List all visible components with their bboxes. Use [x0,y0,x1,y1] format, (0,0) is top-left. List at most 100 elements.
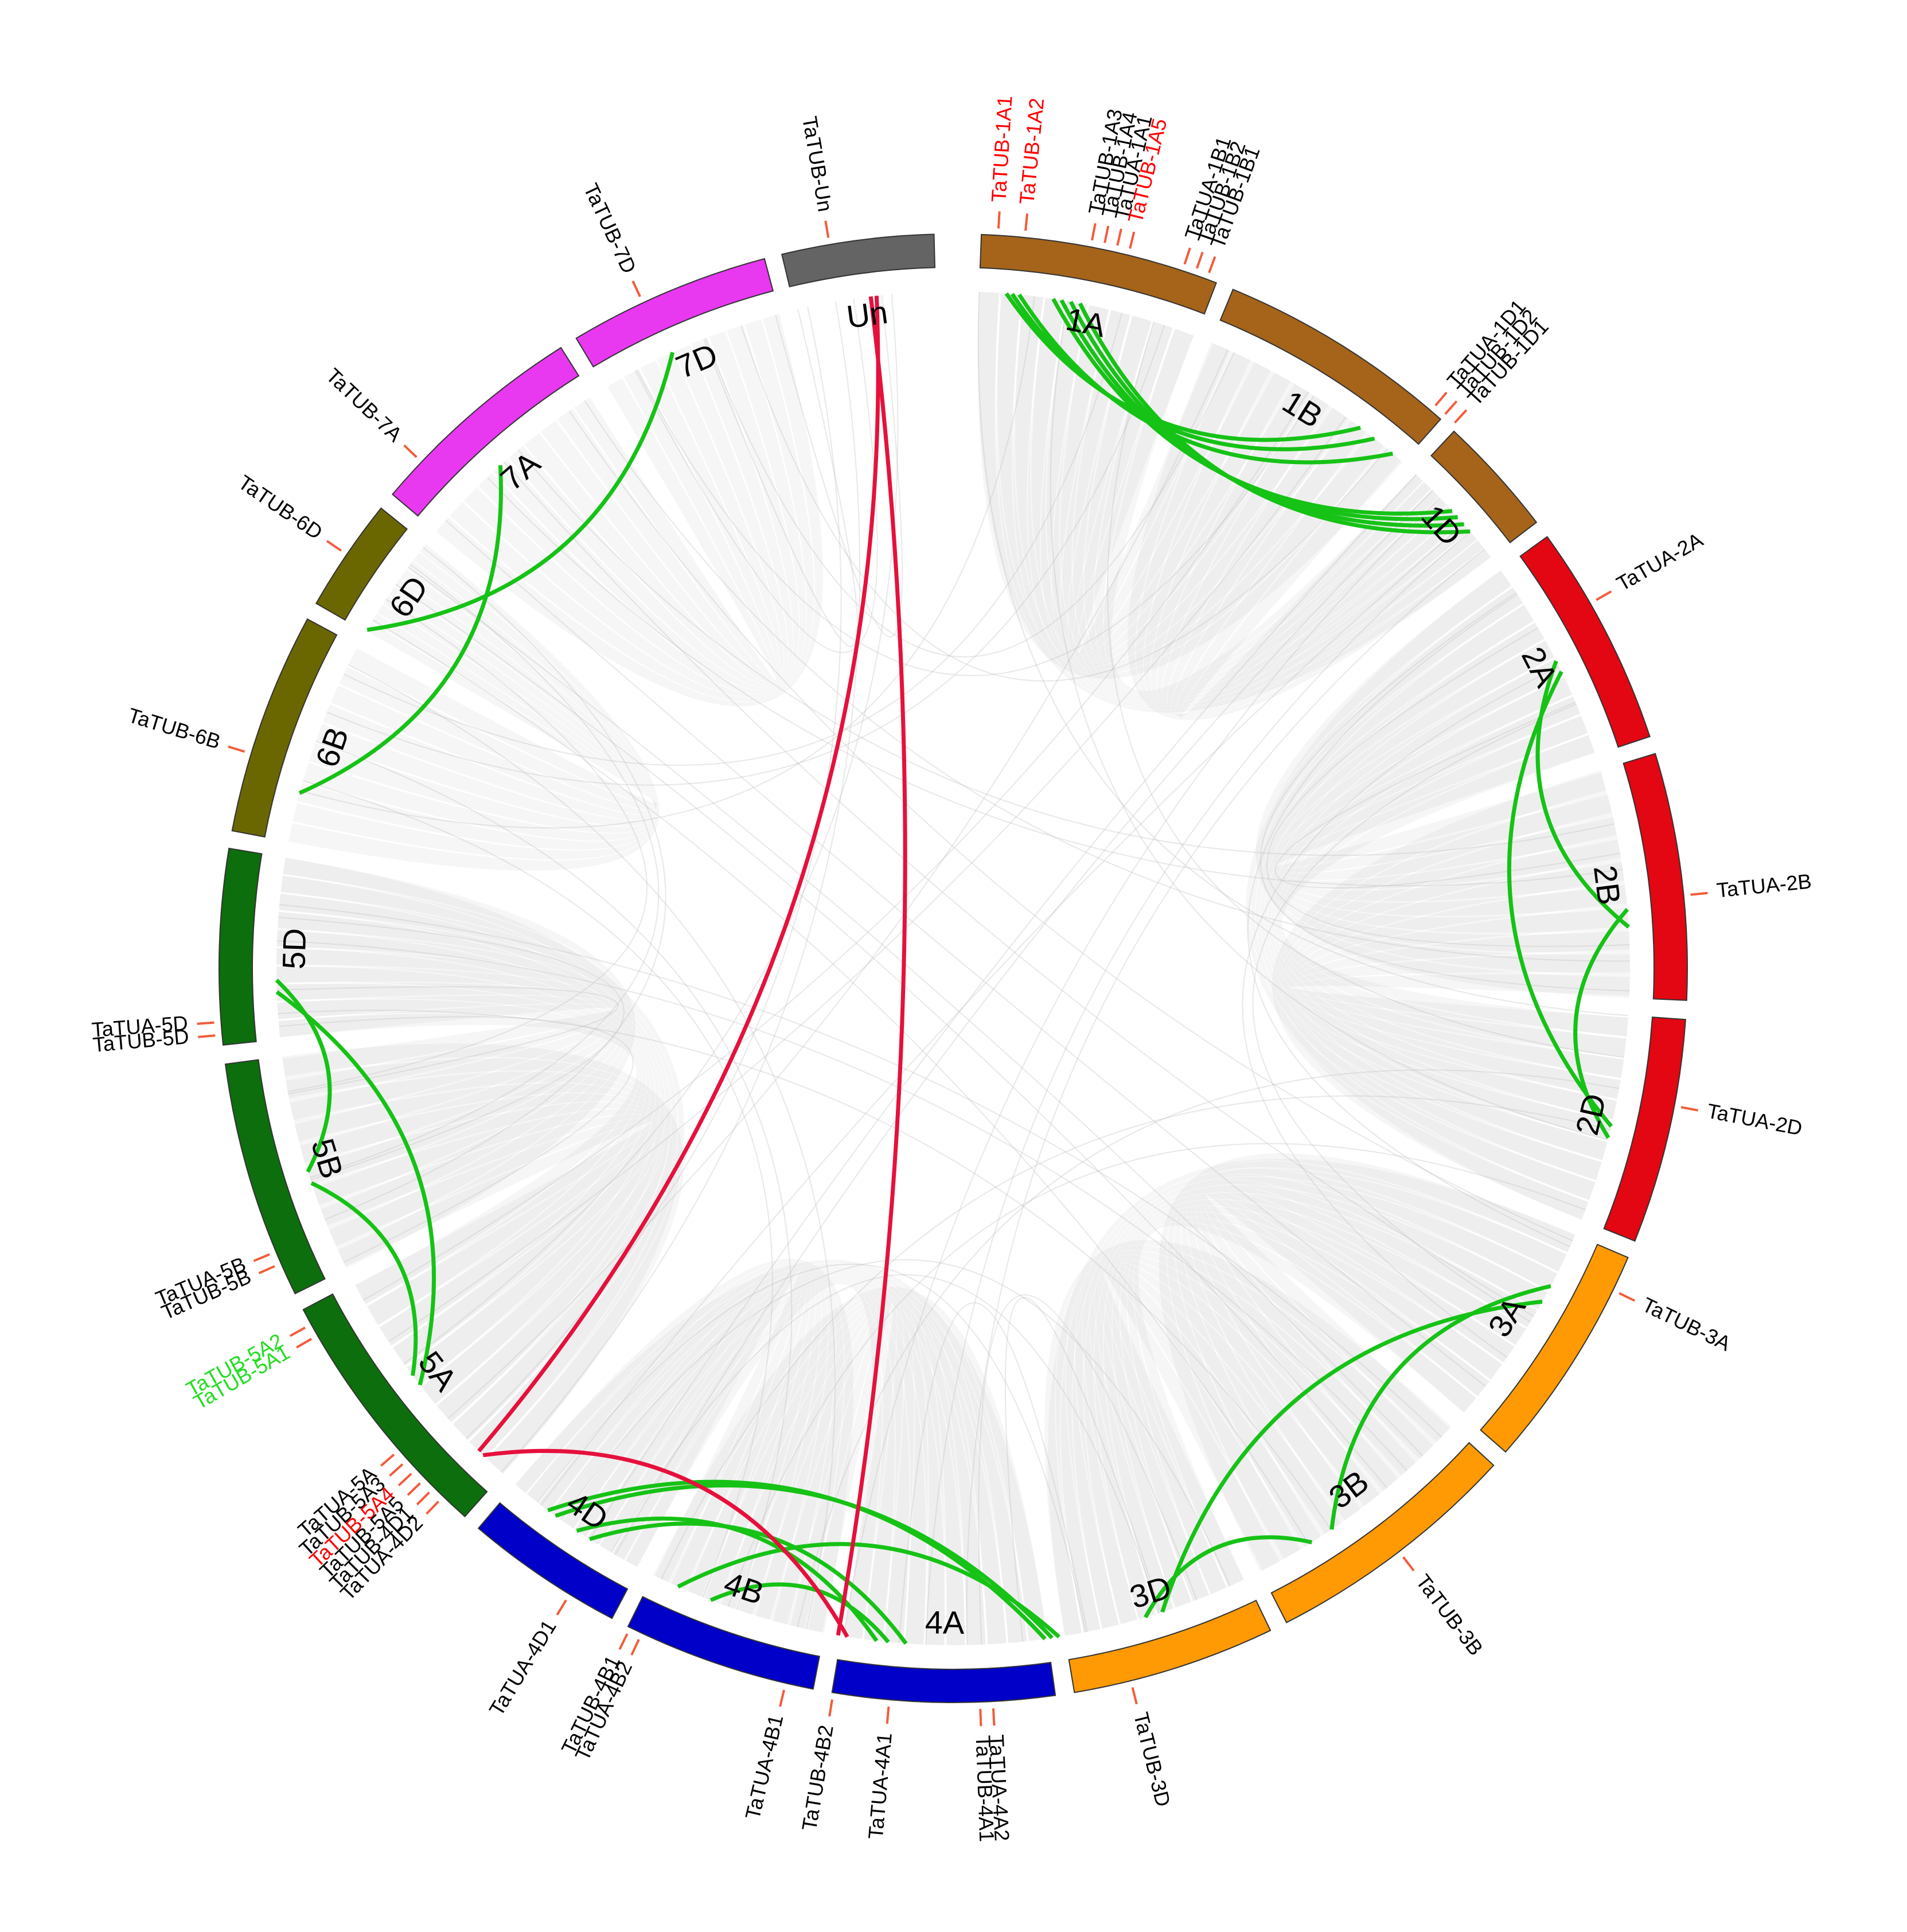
synteny-thread [1050,301,1608,1140]
gene-tick-TaTUB-1A4 [1103,225,1110,243]
synteny-ribbon-3A-3D-3 [1083,1185,1547,1625]
synteny-thread [898,1302,1088,1643]
synteny-ribbon-2A-2D-0 [1246,570,1589,1220]
collinear-link-24 [836,296,907,1636]
synteny-thread [343,312,1122,766]
collinear-link-26 [482,1448,849,1638]
synteny-ribbon-4A-4D-0 [515,1260,1048,1641]
synteny-thread [388,416,1347,1342]
chromosome-3B [1270,1442,1495,1623]
synteny-ribbon-5A-5B-0 [282,1043,684,1474]
gene-tick-TaTUA-2B [1690,891,1708,896]
gene-tick-TaTUB-6B [228,745,245,753]
synteny-thread [614,490,1433,1555]
chromosome-2B [1623,753,1688,1001]
synteny-thread [568,410,1573,1242]
gene-label-TaTUB-4A1: TaTUB-4A1 [971,1735,999,1842]
synteny-thread [610,1274,1160,1614]
synteny-ribbon-4B-4D-9 [625,1269,801,1583]
gene-label-TaTUB-1A1: TaTUB-1A1 [986,95,1016,202]
gene-tick-TaTUA-2A [1596,590,1612,601]
chromosome-3A [1480,1244,1629,1453]
collinear-link-12 [1144,1535,1313,1619]
gene-label-TaTUB-1A2: TaTUB-1A2 [1015,97,1048,205]
synteny-ribbon-4A-4B-7 [771,1300,914,1643]
synteny-ribbon-4B-4D-1 [527,1261,844,1629]
collinear-link-25 [477,295,880,1452]
gene-tick-TaTUB-1B2 [1196,251,1204,269]
collinear-link-15 [547,1479,1047,1641]
synteny-thread [584,400,1630,962]
synteny-ribbon-3A-3B-4 [1187,1179,1537,1522]
synteny-ribbon-7A-7D-4 [493,337,793,691]
chromosome-label-2B: 2B [1587,863,1628,907]
synteny-ribbon-3A-3D-4 [1094,1193,1537,1619]
synteny-ribbon-3B-3D-3 [1075,1255,1400,1625]
synteny-ribbon-5B-5D-3 [278,912,627,1208]
synteny-thread [1247,594,1571,1248]
chromosome-5D [219,847,263,1046]
synteny-ribbon-2B-2D-7 [1289,929,1630,1078]
gene-tick-TaTUA-4B2 [630,1639,640,1656]
collinear-link-22 [298,465,503,795]
synteny-thread [977,291,1629,1016]
chromosome-4A [831,1659,1056,1703]
synteny-ribbon-4B-4D-6 [587,1268,811,1604]
gene-label-TaTUB-7D: TaTUB-7D [579,180,641,277]
synteny-ribbon-5A-5D-3 [278,912,666,1423]
collinear-link-8 [1507,671,1613,1128]
gene-tick-TaTUA-4A2 [992,1708,996,1726]
gene-tick-TaTUB-5A3 [389,1463,404,1477]
synteny-thread [1004,1296,1162,1642]
synteny-ribbon-5A-5D-2 [279,894,672,1440]
synteny-ribbon-2B-2D-3 [1281,837,1621,1160]
synteny-ribbon-1B-1D-5 [1162,394,1455,715]
synteny-ribbon-7A-7D-6 [524,352,784,685]
synteny-thread [966,548,1485,1645]
synteny-thread [276,986,619,1094]
synteny-ribbon-3B-3D-2 [1066,1250,1418,1629]
synteny-thread [1107,321,1624,1058]
synteny-ribbon-6B-6D-0 [288,544,660,871]
synteny-thread [504,461,1534,1317]
synteny-ribbon-2A-2B-2 [1262,605,1630,953]
gene-label-TaTUB-7A: TaTUB-7A [322,364,407,446]
gene-tick-TaTUB-7D [631,281,641,297]
synteny-thread [279,904,1442,1438]
synteny-ribbon-5B-5D-7 [276,983,619,1123]
synteny-ribbon-2B-2D-5 [1286,883,1627,1120]
synteny-ribbon-2B-2D-2 [1278,815,1617,1181]
gene-tick-TaTUB-5B [258,1265,275,1275]
gene-tick-TaTUB-5A1 [296,1338,313,1349]
synteny-ribbon-2A-2D-9 [1280,735,1628,1037]
synteny-thread [705,338,1235,658]
synteny-thread [279,1016,634,1263]
synteny-ribbon-1A-1D-3 [1031,298,1470,704]
synteny-thread [1274,702,1620,889]
synteny-ribbon-4A-4D-7 [599,1279,910,1643]
synteny-thread [589,474,1417,1540]
collinear-link-20 [310,1181,418,1376]
synteny-ribbon-6B-6D-1 [293,552,658,860]
collinear-link-10 [1329,1284,1551,1530]
synteny-thread [703,309,859,647]
gene-label-TaTUA-2D: TaTUA-2D [1705,1099,1804,1140]
gene-tick-TaTUB-4A1 [979,1709,982,1727]
gene-tick-TaTUB-7A [403,444,418,458]
synteny-thread [1266,627,1630,947]
collinear-link-21 [275,979,332,1173]
chromosome-label-1A: 1A [1063,301,1109,344]
gene-tick-TaTUB-5A5 [407,1482,421,1496]
collinear-link-17 [709,1582,890,1643]
synteny-ribbon-1B-1D-3 [1151,371,1470,716]
synteny-ribbon-4A-4B-5 [736,1298,945,1645]
collinear-link-11 [1160,1299,1543,1613]
synteny-ribbon-4A-4B-9 [806,1301,897,1639]
synteny-thread [727,1143,1586,1607]
synteny-thread [501,301,861,1473]
synteny-ribbon-6B-6D-5 [315,587,656,826]
gene-label-TaTUB-4B2: TaTUB-4B2 [797,1723,838,1832]
synteny-thread [403,294,899,1364]
gene-tick-TaTUB-4D1 [416,1491,430,1506]
